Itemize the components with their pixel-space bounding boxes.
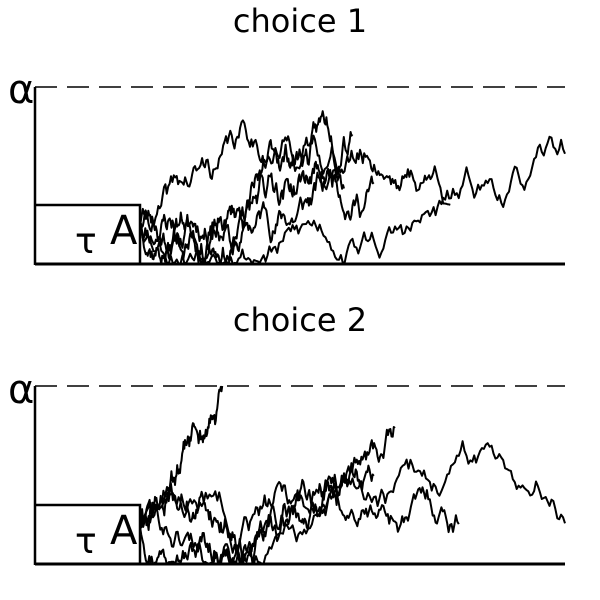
evidence-path-3 <box>139 131 354 265</box>
evidence-path-2 <box>139 110 345 264</box>
tau-label: τ <box>75 221 97 262</box>
panel-choice-1: choice 1 α τ A <box>8 2 566 266</box>
evidence-path-5 <box>139 481 460 565</box>
start-point-box <box>35 503 142 564</box>
evidence-path-4 <box>139 426 396 565</box>
evidence-path-3 <box>139 440 566 565</box>
start-point-box <box>35 203 142 264</box>
panel-title: choice 1 <box>233 2 367 40</box>
start-point-label: A <box>110 508 138 554</box>
evidence-path-4 <box>139 119 451 233</box>
panel-choice-2: choice 2 α τ A <box>8 301 566 566</box>
evidence-path-5 <box>139 135 566 265</box>
evidence-paths <box>139 385 566 565</box>
threshold-label: α <box>8 367 34 413</box>
evidence-path-1 <box>139 167 375 264</box>
evidence-paths <box>139 110 566 265</box>
start-point-label: A <box>110 208 138 254</box>
tau-label: τ <box>75 521 97 562</box>
threshold-label: α <box>8 67 34 113</box>
panel-title: choice 2 <box>233 301 367 339</box>
